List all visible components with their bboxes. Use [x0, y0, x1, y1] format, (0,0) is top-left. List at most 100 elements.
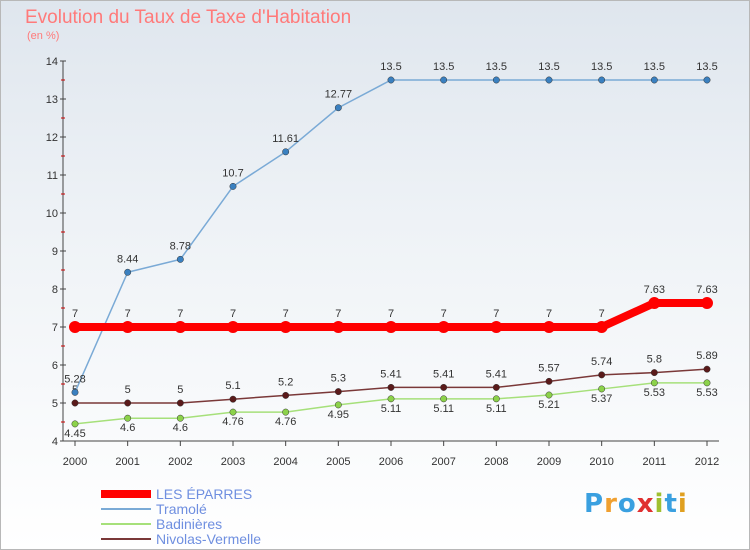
y-tick-label: 8: [52, 284, 58, 296]
legend-swatch: [101, 523, 151, 525]
data-label: 7: [125, 308, 131, 320]
data-point: [282, 391, 290, 399]
x-tick-label: 2005: [326, 456, 350, 468]
data-point: [124, 414, 132, 422]
data-point: [71, 388, 79, 396]
data-label: 8.44: [117, 253, 138, 265]
data-point: [440, 395, 448, 403]
data-point: [545, 377, 553, 385]
legend-swatch: [101, 538, 151, 540]
data-point: [703, 365, 711, 373]
logo-letter: t: [664, 489, 678, 519]
data-label: 5.3: [331, 373, 346, 385]
data-point: [229, 395, 237, 403]
data-point: [174, 321, 187, 333]
data-point: [124, 399, 132, 407]
data-point: [492, 383, 500, 391]
data-point: [437, 321, 450, 333]
logo-letter: P: [584, 489, 605, 519]
data-point: [598, 385, 606, 393]
data-label: 7: [493, 308, 499, 320]
data-point: [282, 148, 290, 156]
data-label: 13.5: [433, 61, 454, 73]
proxiti-logo: Proxiti: [584, 489, 688, 519]
data-label: 5.8: [647, 354, 662, 366]
data-point: [229, 408, 237, 416]
legend-label: Badinières: [156, 516, 223, 532]
data-point: [650, 76, 658, 84]
x-tick-label: 2011: [643, 456, 667, 468]
data-point: [703, 379, 711, 387]
chart-subtitle: (en %): [27, 30, 60, 42]
data-label: 7: [546, 308, 552, 320]
series-les-parres: 7 7 7 7 7 7 7 7 7 7 7 7.63 7.63: [69, 284, 718, 333]
data-label: 4.95: [328, 409, 349, 421]
x-tick-label: 2002: [168, 456, 192, 468]
y-tick-label: 10: [46, 208, 58, 220]
data-point: [229, 182, 237, 190]
data-label: 13.5: [696, 61, 717, 73]
data-label: 5: [177, 384, 183, 396]
y-tick-label: 9: [52, 246, 58, 258]
data-label: 5.53: [644, 387, 665, 399]
data-label: 5.21: [538, 399, 559, 411]
legend-label: Tramolé: [156, 501, 207, 517]
data-label: 7: [388, 308, 394, 320]
y-tick-label: 6: [52, 360, 58, 372]
data-point: [227, 321, 239, 333]
data-label: 5.1: [225, 380, 240, 392]
y-tick-label: 12: [46, 132, 58, 144]
data-label: 13.5: [538, 61, 559, 73]
data-label: 13.5: [380, 61, 401, 73]
data-label: 13.5: [591, 61, 612, 73]
data-label: 4.45: [64, 428, 85, 440]
data-label: 5.41: [380, 368, 401, 380]
series-badini-res: 4.45 4.6 4.6 4.76 4.76 4.95 5.11 5.11 5.11 5.21 5.…: [64, 379, 718, 440]
y-tick-label: 14: [46, 56, 58, 68]
data-point: [176, 414, 184, 422]
data-label: 5.37: [591, 393, 612, 405]
legend-label: Nivolas-Vermelle: [156, 531, 262, 547]
logo-letter: x: [636, 489, 655, 519]
series-tramol-: 5.28 8.44 8.78 10.7 11.61 12.77 13.5 13.5 13.5 13…: [64, 61, 718, 396]
chart-title: Evolution du Taux de Taxe d'Habitation: [25, 7, 352, 28]
data-point: [703, 76, 711, 84]
data-label: 5.89: [696, 350, 717, 362]
data-point: [650, 379, 658, 387]
data-label: 13.5: [486, 61, 507, 73]
data-label: 7: [283, 308, 289, 320]
x-tick-label: 2007: [431, 456, 455, 468]
data-point: [440, 76, 448, 84]
data-label: 5.2: [278, 376, 293, 388]
x-tick-label: 2010: [589, 456, 613, 468]
data-label: 7.63: [696, 284, 717, 296]
data-point: [701, 297, 713, 310]
data-point: [598, 371, 606, 379]
data-label: 4.6: [120, 422, 135, 434]
data-label: 5: [125, 384, 131, 396]
logo-letter: o: [617, 489, 637, 519]
y-tick-label: 13: [46, 94, 58, 106]
data-point: [490, 321, 503, 333]
data-label: 7: [177, 308, 183, 320]
data-label: 5.57: [538, 362, 559, 374]
x-tick-label: 2012: [695, 456, 719, 468]
data-point: [545, 391, 553, 399]
data-label: 10.7: [222, 167, 243, 179]
data-point: [334, 401, 342, 409]
y-tick-label: 11: [47, 170, 58, 182]
data-point: [176, 255, 184, 263]
data-point: [648, 297, 661, 310]
data-label: 4.76: [275, 416, 296, 428]
x-tick-label: 2000: [63, 456, 87, 468]
y-tick-label: 5: [52, 398, 58, 410]
data-label: 5.41: [486, 368, 507, 380]
data-point: [385, 321, 397, 333]
data-label: 5.11: [433, 403, 454, 415]
data-point: [124, 268, 132, 276]
data-label: 12.77: [325, 89, 353, 101]
data-label: 5.11: [486, 403, 507, 415]
data-label: 7: [335, 308, 341, 320]
